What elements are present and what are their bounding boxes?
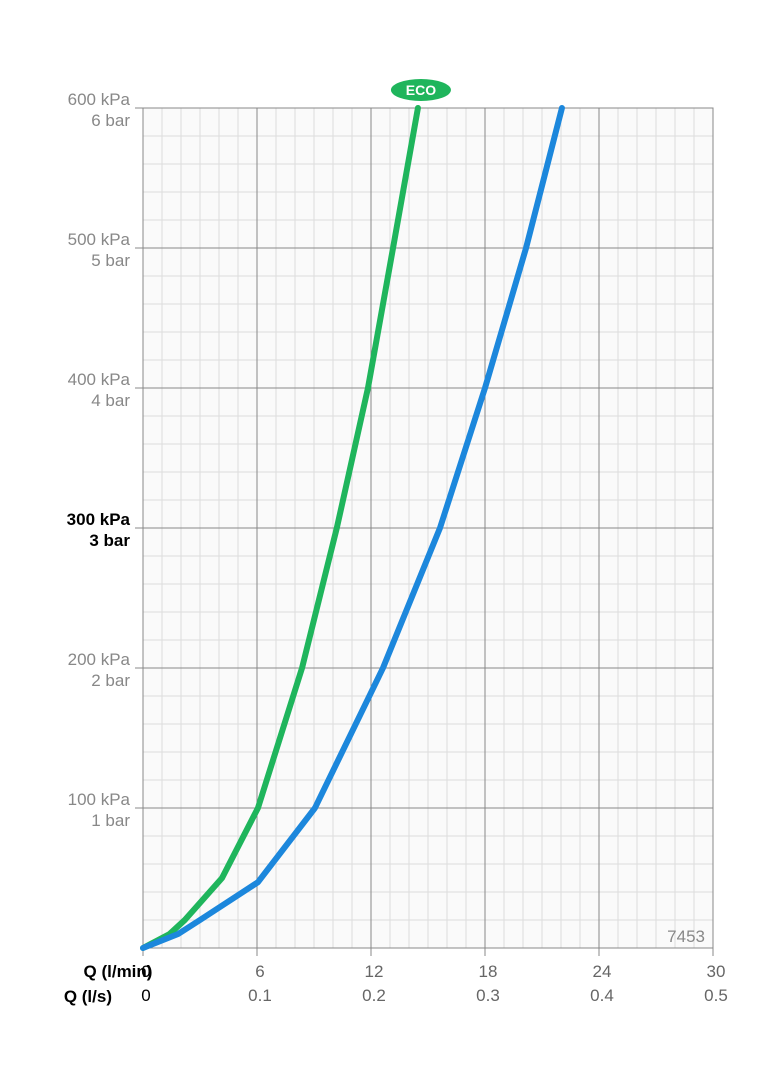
y2-tick-label: 6 bar bbox=[91, 111, 130, 130]
x2-tick-label: 0.1 bbox=[248, 986, 272, 1005]
x-axis-label: Q (l/min) bbox=[84, 962, 153, 981]
y-tick-label: 100 kPa bbox=[68, 790, 131, 809]
annotation: 7453 bbox=[667, 927, 705, 946]
x-tick-label: 6 bbox=[255, 962, 264, 981]
x-tick-label: 18 bbox=[479, 962, 498, 981]
legend-badge bbox=[390, 79, 451, 101]
plot-frame bbox=[142, 107, 714, 949]
y2-tick-label: 2 bar bbox=[91, 671, 130, 690]
y-tick-label: 300 kPa bbox=[67, 510, 131, 529]
x2-tick-label: 0.5 bbox=[704, 986, 728, 1005]
x-tick-label: 12 bbox=[365, 962, 384, 981]
y2-tick-label: 1 bar bbox=[91, 811, 130, 830]
x-tick-label: 30 bbox=[707, 962, 726, 981]
x-tick-label: 0 bbox=[141, 962, 150, 981]
series-line bbox=[140, 105, 565, 951]
x2-tick-label: 0.4 bbox=[590, 986, 614, 1005]
y-tick-label: 500 kPa bbox=[68, 230, 131, 249]
y-tick-label: 200 kPa bbox=[68, 650, 131, 669]
x2-axis-label: Q (l/s) bbox=[64, 987, 112, 1006]
x2-tick-label: 0 bbox=[141, 986, 150, 1005]
x2-tick-label: 0.2 bbox=[362, 986, 386, 1005]
series-line bbox=[140, 105, 421, 951]
y-tick-label: 600 kPa bbox=[68, 90, 131, 109]
y2-tick-label: 4 bar bbox=[91, 391, 130, 410]
y2-tick-label: 3 bar bbox=[89, 531, 130, 550]
legend-label: ECO bbox=[406, 82, 436, 98]
x-tick-label: 24 bbox=[593, 962, 612, 981]
y-tick-label: 400 kPa bbox=[68, 370, 131, 389]
x2-tick-label: 0.3 bbox=[476, 986, 500, 1005]
y2-tick-label: 5 bar bbox=[91, 251, 130, 270]
